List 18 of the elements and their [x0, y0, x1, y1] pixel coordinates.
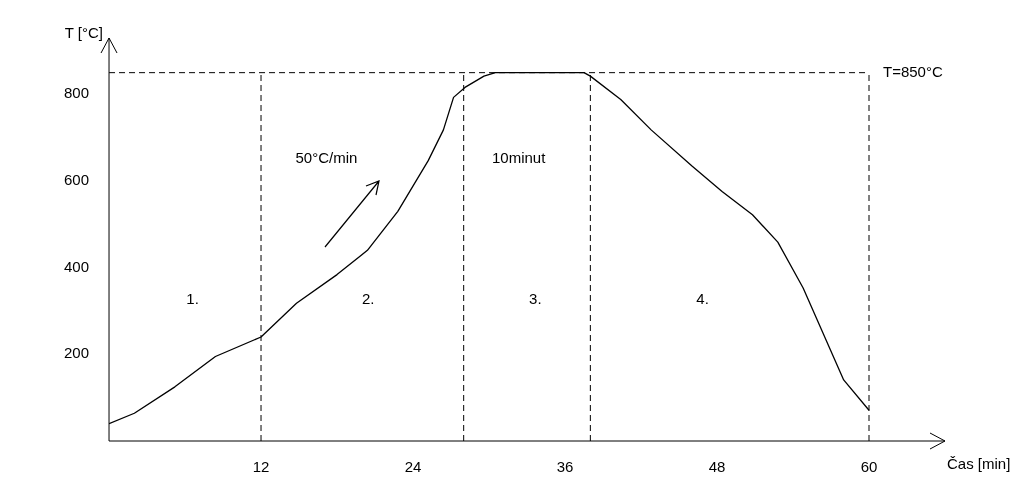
annotation: 1.: [186, 290, 199, 308]
y-tick-label: 600: [64, 171, 90, 189]
annotation: 2.: [361, 290, 375, 308]
annotation: 3.: [529, 290, 542, 308]
x-tick-label: 48: [708, 458, 726, 476]
y-tick-label: 400: [64, 257, 90, 275]
x-tick-label: 60: [860, 458, 878, 476]
annotation: 10minut: [491, 149, 547, 167]
y-tick-label: 200: [64, 344, 90, 362]
x-tick-label: 24: [404, 458, 422, 476]
x-tick-label: 12: [252, 458, 270, 476]
annotation: 50°C/min: [295, 149, 358, 167]
annotation: 4.: [696, 290, 709, 308]
x-tick-label: 36: [556, 458, 574, 476]
y-tick-label: 800: [64, 84, 90, 102]
x-axis-title: Čas [min]: [947, 455, 1011, 473]
y-axis-title: T [°C]: [64, 24, 104, 42]
ref-line-label: T=850°C: [883, 62, 943, 80]
